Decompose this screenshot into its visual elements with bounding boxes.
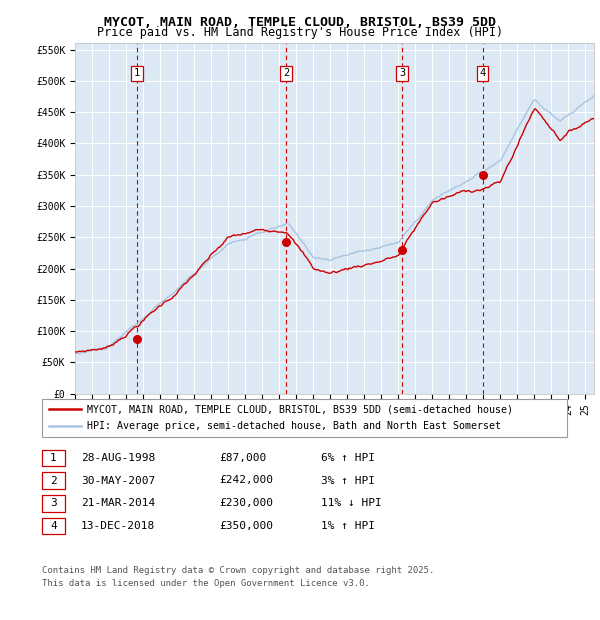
Text: MYCOT, MAIN ROAD, TEMPLE CLOUD, BRISTOL, BS39 5DD: MYCOT, MAIN ROAD, TEMPLE CLOUD, BRISTOL,…: [104, 16, 496, 29]
Text: 6% ↑ HPI: 6% ↑ HPI: [321, 453, 375, 463]
Text: Price paid vs. HM Land Registry's House Price Index (HPI): Price paid vs. HM Land Registry's House …: [97, 26, 503, 39]
Text: 11% ↓ HPI: 11% ↓ HPI: [321, 498, 382, 508]
Text: 2: 2: [50, 476, 57, 485]
Text: 21-MAR-2014: 21-MAR-2014: [81, 498, 155, 508]
Text: 4: 4: [479, 68, 485, 78]
Text: 3: 3: [399, 68, 405, 78]
Text: 30-MAY-2007: 30-MAY-2007: [81, 476, 155, 485]
Text: 2: 2: [283, 68, 289, 78]
Text: 1: 1: [134, 68, 140, 78]
Text: 3% ↑ HPI: 3% ↑ HPI: [321, 476, 375, 485]
Text: 4: 4: [50, 521, 57, 531]
Text: 1% ↑ HPI: 1% ↑ HPI: [321, 521, 375, 531]
Text: £230,000: £230,000: [219, 498, 273, 508]
Text: £87,000: £87,000: [219, 453, 266, 463]
Text: 28-AUG-1998: 28-AUG-1998: [81, 453, 155, 463]
Text: £350,000: £350,000: [219, 521, 273, 531]
Text: This data is licensed under the Open Government Licence v3.0.: This data is licensed under the Open Gov…: [42, 578, 370, 588]
Text: 3: 3: [50, 498, 57, 508]
Text: £242,000: £242,000: [219, 476, 273, 485]
Text: MYCOT, MAIN ROAD, TEMPLE CLOUD, BRISTOL, BS39 5DD (semi-detached house): MYCOT, MAIN ROAD, TEMPLE CLOUD, BRISTOL,…: [87, 404, 513, 414]
Text: 13-DEC-2018: 13-DEC-2018: [81, 521, 155, 531]
Text: Contains HM Land Registry data © Crown copyright and database right 2025.: Contains HM Land Registry data © Crown c…: [42, 566, 434, 575]
Text: HPI: Average price, semi-detached house, Bath and North East Somerset: HPI: Average price, semi-detached house,…: [87, 422, 501, 432]
Text: 1: 1: [50, 453, 57, 463]
